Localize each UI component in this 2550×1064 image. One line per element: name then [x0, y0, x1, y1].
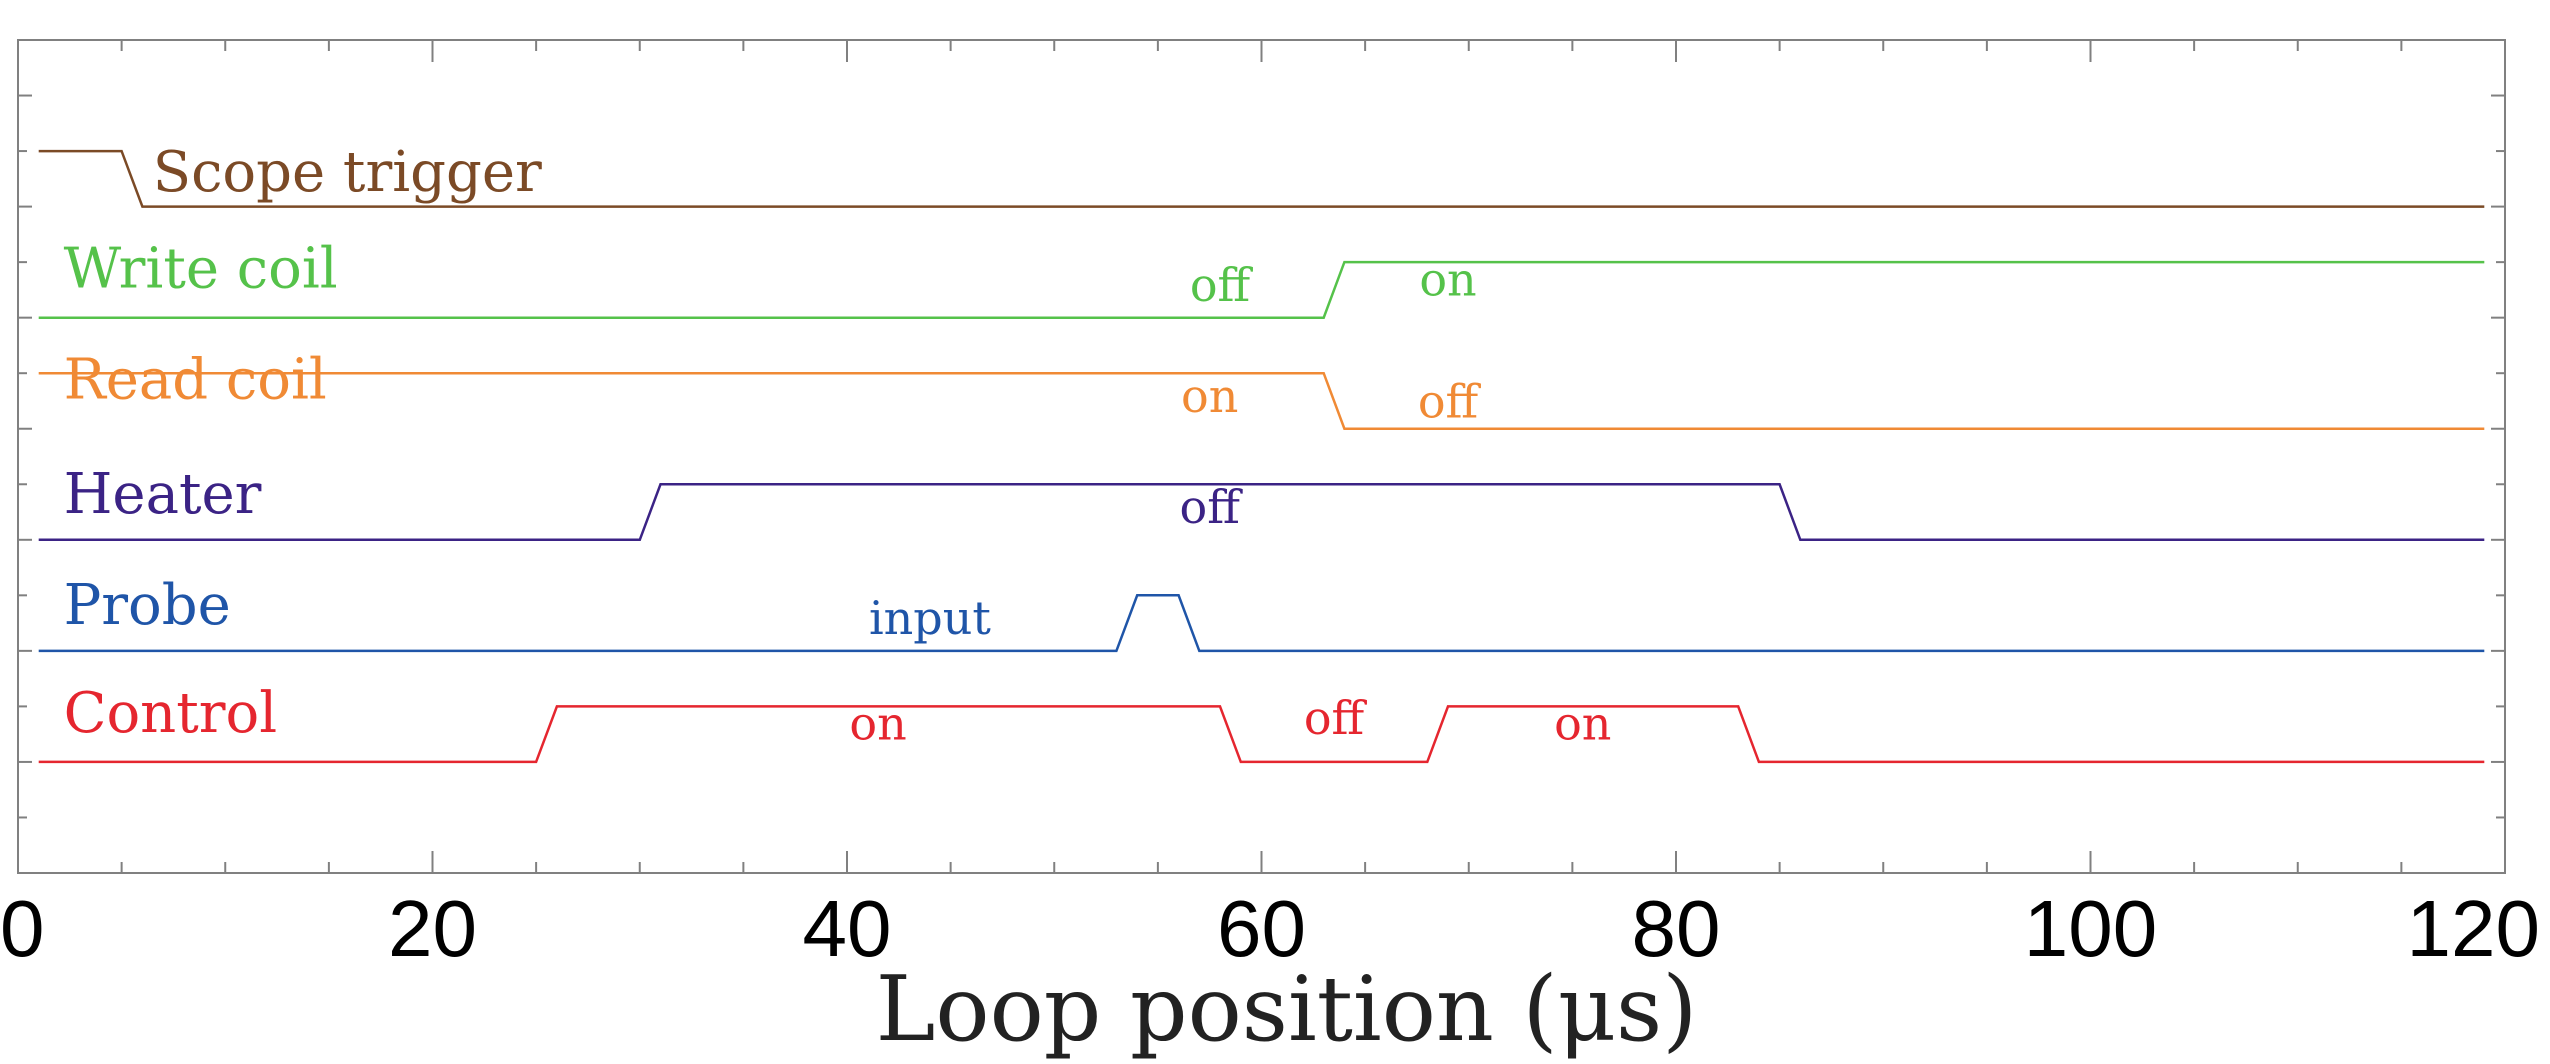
state-label-write-coil: on [1419, 252, 1476, 306]
labels-layer: Scope trigger Write coil off on Read coil on o… [64, 140, 1612, 751]
series-line-control [38, 705, 2485, 764]
series-line-read-coil [38, 371, 2485, 430]
state-label-control: on [1554, 697, 1611, 751]
series-name-scope-trigger: Scope trigger [153, 140, 542, 205]
x-axis-label: Loop position (μs) [876, 957, 1698, 1062]
x-tick-label: 40 [803, 884, 892, 973]
state-label-write-coil: off [1190, 258, 1254, 312]
x-tick-label: 0 [0, 884, 45, 973]
x-tick-label: 20 [388, 884, 477, 973]
series-line-scope-trigger [38, 149, 2485, 208]
x-tick-label: 80 [1632, 884, 1721, 973]
state-label-control: off [1304, 691, 1368, 745]
plot-frame [17, 39, 2506, 874]
x-axis-ticks: 0 20 40 60 80 100 120 [0, 884, 2540, 973]
state-label-heater: off [1180, 480, 1244, 534]
series-name-control: Control [64, 681, 278, 746]
series-line-probe [38, 594, 2485, 653]
series-name-read-coil: Read coil [64, 348, 327, 413]
x-tick-label: 120 [2407, 884, 2540, 973]
series-name-write-coil: Write coil [64, 237, 338, 302]
state-label-read-coil: off [1418, 375, 1482, 429]
series-name-heater: Heater [64, 462, 262, 527]
state-label-read-coil: on [1181, 369, 1238, 423]
series-line-heater [38, 483, 2485, 542]
series-line-write-coil [38, 260, 2485, 319]
minor-ticks [18, 40, 2505, 873]
state-label-control: on [849, 697, 906, 751]
x-tick-label: 100 [2024, 884, 2157, 973]
series-name-probe: Probe [64, 573, 231, 638]
x-tick-label: 60 [1217, 884, 1306, 973]
series-layer [38, 149, 2485, 764]
state-label-probe: input [869, 591, 991, 645]
